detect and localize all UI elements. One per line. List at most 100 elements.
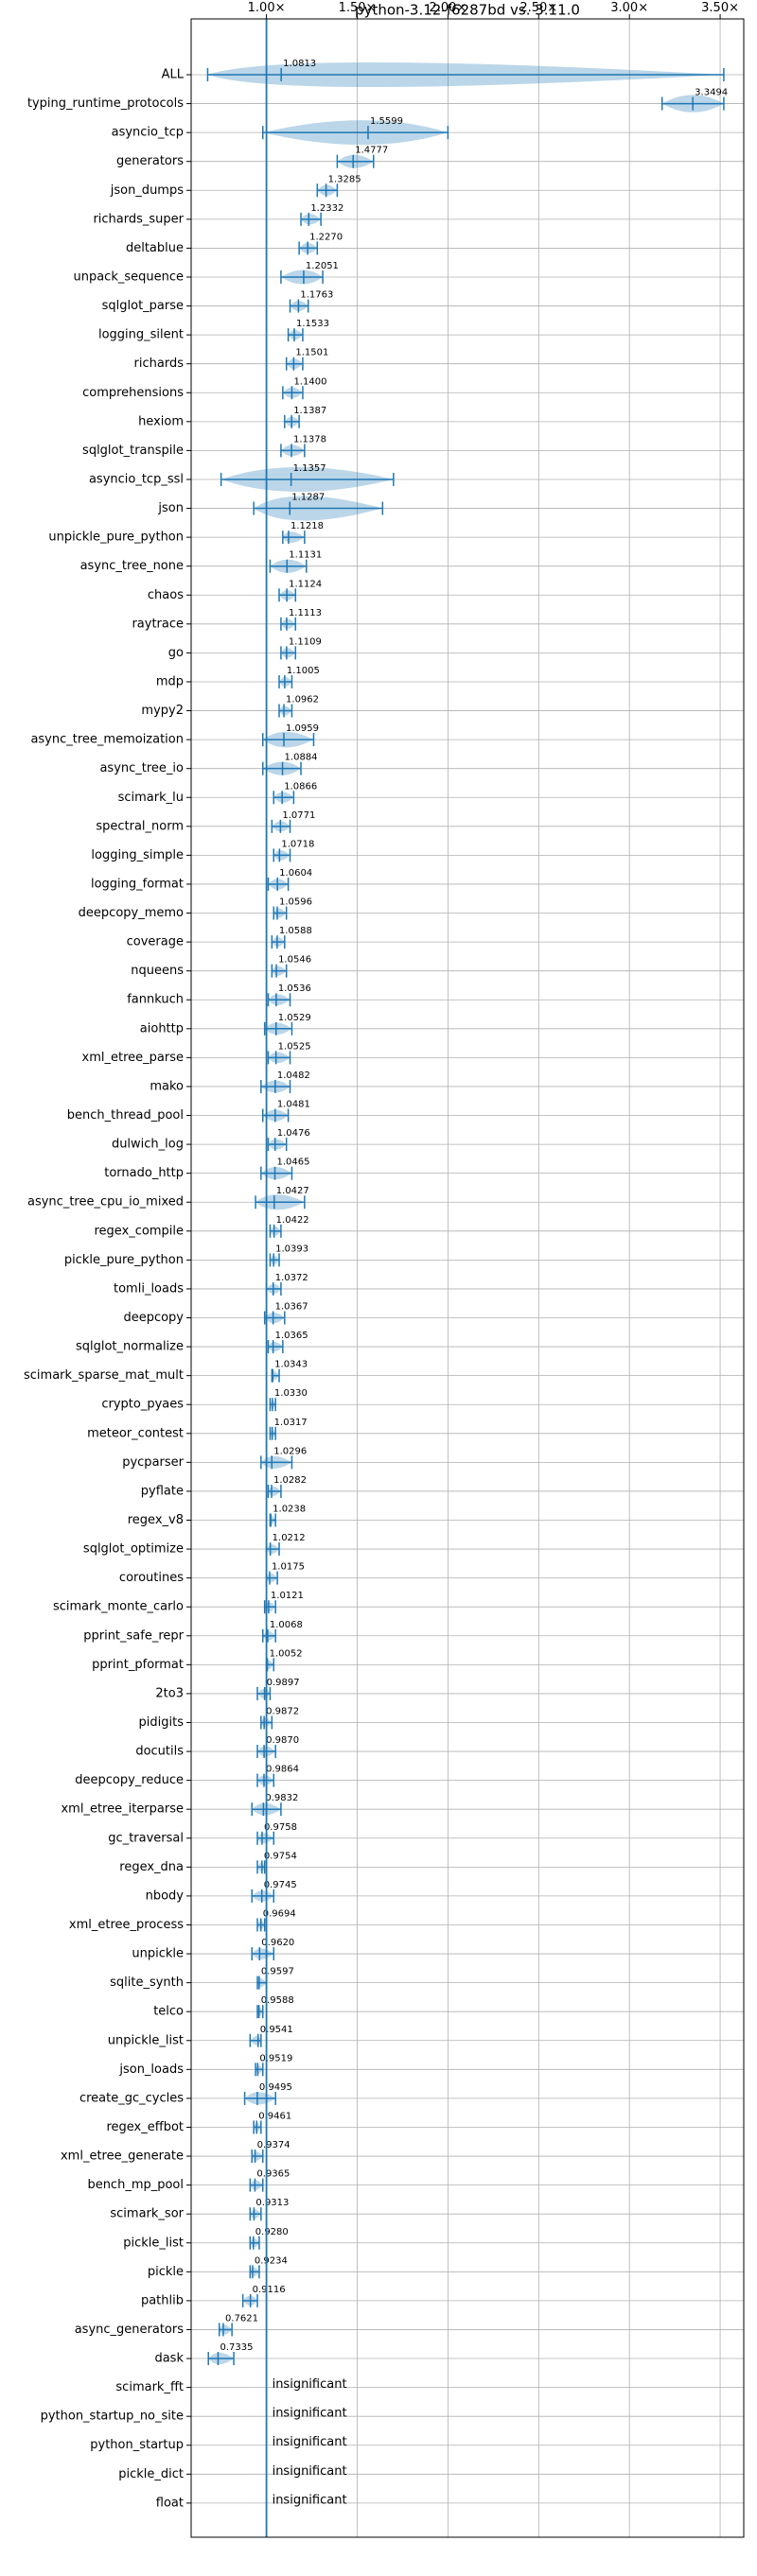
value-label: 0.9461 <box>258 2111 291 2121</box>
y-tick-label: docutils <box>135 1745 184 1759</box>
y-tick-label: mdp <box>156 674 184 688</box>
y-tick-label: asyncio_tcp_ssl <box>89 472 184 486</box>
value-label: 1.1113 <box>289 608 322 618</box>
y-tick-label: bench_mp_pool <box>87 2178 184 2192</box>
value-label: 0.9374 <box>257 2140 290 2150</box>
y-tick-label: scimark_lu <box>118 791 184 805</box>
y-tick-label: unpickle_pure_python <box>48 531 184 545</box>
y-tick-label: logging_format <box>91 877 184 891</box>
value-label: 0.9832 <box>265 1793 298 1803</box>
value-label: 0.9234 <box>255 2255 288 2266</box>
y-tick-label: float <box>156 2496 184 2510</box>
value-label: 1.0959 <box>286 723 319 734</box>
plot-frame <box>190 18 745 2538</box>
value-label: 0.7621 <box>225 2313 258 2324</box>
y-tick-label: comprehensions <box>82 386 184 400</box>
value-label: insignificant <box>273 2377 347 2392</box>
y-tick-label: go <box>168 646 184 660</box>
value-label: 1.0604 <box>279 868 312 879</box>
value-label: 1.0365 <box>275 1331 308 1341</box>
value-label: 1.0121 <box>271 1591 304 1601</box>
value-label: 1.1109 <box>289 636 322 647</box>
y-tick-label: async_tree_io <box>99 761 184 775</box>
y-tick-label: pyflate <box>141 1484 184 1498</box>
y-tick-label: scimark_monte_carlo <box>53 1600 184 1614</box>
value-label: 1.0367 <box>275 1302 308 1313</box>
value-label: 1.0525 <box>278 1041 311 1052</box>
value-label: 0.9870 <box>266 1735 299 1746</box>
value-label: 0.9872 <box>266 1706 299 1716</box>
y-tick-label: tomli_loads <box>114 1281 184 1296</box>
value-label: 1.0596 <box>279 897 312 908</box>
y-tick-label: create_gc_cycles <box>79 2091 184 2105</box>
y-tick-label: xml_etree_parse <box>82 1051 184 1065</box>
y-tick-label: 2to3 <box>155 1686 184 1700</box>
y-tick-label: pprint_safe_repr <box>83 1628 184 1643</box>
y-tick-label: deltablue <box>126 241 184 255</box>
x-tick-label: 2.50× <box>519 1 557 15</box>
value-label: insignificant <box>273 2407 347 2421</box>
y-tick-label: pprint_pformat <box>92 1658 184 1672</box>
value-label: 0.9597 <box>261 1967 294 1977</box>
y-tick-label: json <box>157 501 184 515</box>
y-tick-label: pickle <box>148 2265 184 2279</box>
y-tick-label: python_startup_no_site <box>41 2410 184 2424</box>
y-tick-label: scimark_fft <box>115 2380 184 2394</box>
value-label: 0.9745 <box>264 1880 297 1890</box>
y-tick-label: pickle_dict <box>118 2467 184 2481</box>
value-label: 1.1763 <box>300 290 333 301</box>
y-tick-label: sqlite_synth <box>110 1976 184 1990</box>
y-tick-label: logging_simple <box>91 848 184 862</box>
value-label: 1.0771 <box>282 810 315 821</box>
y-tick-label: sqlglot_parse <box>102 299 184 313</box>
value-label: 0.9588 <box>261 1995 294 2006</box>
y-tick-label: regex_compile <box>94 1224 184 1238</box>
value-label: 1.0476 <box>277 1128 310 1139</box>
value-label: 0.9754 <box>264 1851 297 1861</box>
y-tick-label: pathlib <box>141 2293 184 2307</box>
y-tick-label: gc_traversal <box>108 1831 184 1845</box>
y-tick-label: regex_effbot <box>106 2120 184 2134</box>
value-label: 1.0212 <box>273 1533 306 1543</box>
value-label: 0.9864 <box>266 1765 299 1775</box>
value-label: 1.0175 <box>272 1562 305 1573</box>
value-label: 0.9758 <box>264 1822 297 1833</box>
value-label: 1.2270 <box>309 232 343 242</box>
x-tick-label: 1.50× <box>339 1 377 15</box>
value-label: insignificant <box>273 2435 347 2449</box>
value-label: 1.0427 <box>276 1186 309 1196</box>
value-label: 1.0282 <box>273 1475 307 1486</box>
value-label: insignificant <box>273 2464 347 2479</box>
y-tick-label: aiohttp <box>140 1021 184 1036</box>
y-tick-label: sqlglot_transpile <box>82 444 184 458</box>
value-label: 1.4777 <box>355 146 388 156</box>
value-label: 1.0068 <box>270 1620 303 1630</box>
value-label: 1.1124 <box>289 579 322 589</box>
value-label: 1.0296 <box>273 1446 307 1456</box>
value-label: 1.0482 <box>277 1070 310 1081</box>
y-tick-label: deepcopy <box>123 1311 184 1325</box>
y-tick-label: scimark_sparse_mat_mult <box>24 1368 184 1383</box>
y-tick-label: dulwich_log <box>112 1138 184 1152</box>
value-label: 1.0866 <box>284 781 317 792</box>
y-tick-label: pidigits <box>139 1715 185 1730</box>
y-tick-label: raytrace <box>132 617 184 631</box>
value-label: 1.2332 <box>310 203 343 214</box>
chart-title: python-3.12-f6287bd vs. 3.11.0 <box>355 2 580 19</box>
value-label: 1.1357 <box>293 463 326 474</box>
y-tick-label: ALL <box>162 68 185 82</box>
value-label: 1.3285 <box>328 174 361 184</box>
value-label: 0.9897 <box>267 1678 300 1688</box>
value-label: 0.9620 <box>261 1938 294 1948</box>
value-label: 1.1533 <box>296 319 329 329</box>
x-tick-label: 3.50× <box>701 1 739 15</box>
value-label: 0.9495 <box>259 2082 292 2093</box>
y-tick-label: typing_runtime_protocols <box>27 96 184 111</box>
y-tick-label: python_startup <box>90 2438 184 2452</box>
value-label: 1.0393 <box>275 1244 308 1254</box>
value-label: 1.0718 <box>281 839 314 849</box>
y-tick-label: spectral_norm <box>96 819 184 833</box>
value-label: 1.0546 <box>278 955 311 966</box>
y-tick-label: coroutines <box>119 1571 184 1585</box>
y-tick-label: pickle_pure_python <box>64 1253 184 1267</box>
